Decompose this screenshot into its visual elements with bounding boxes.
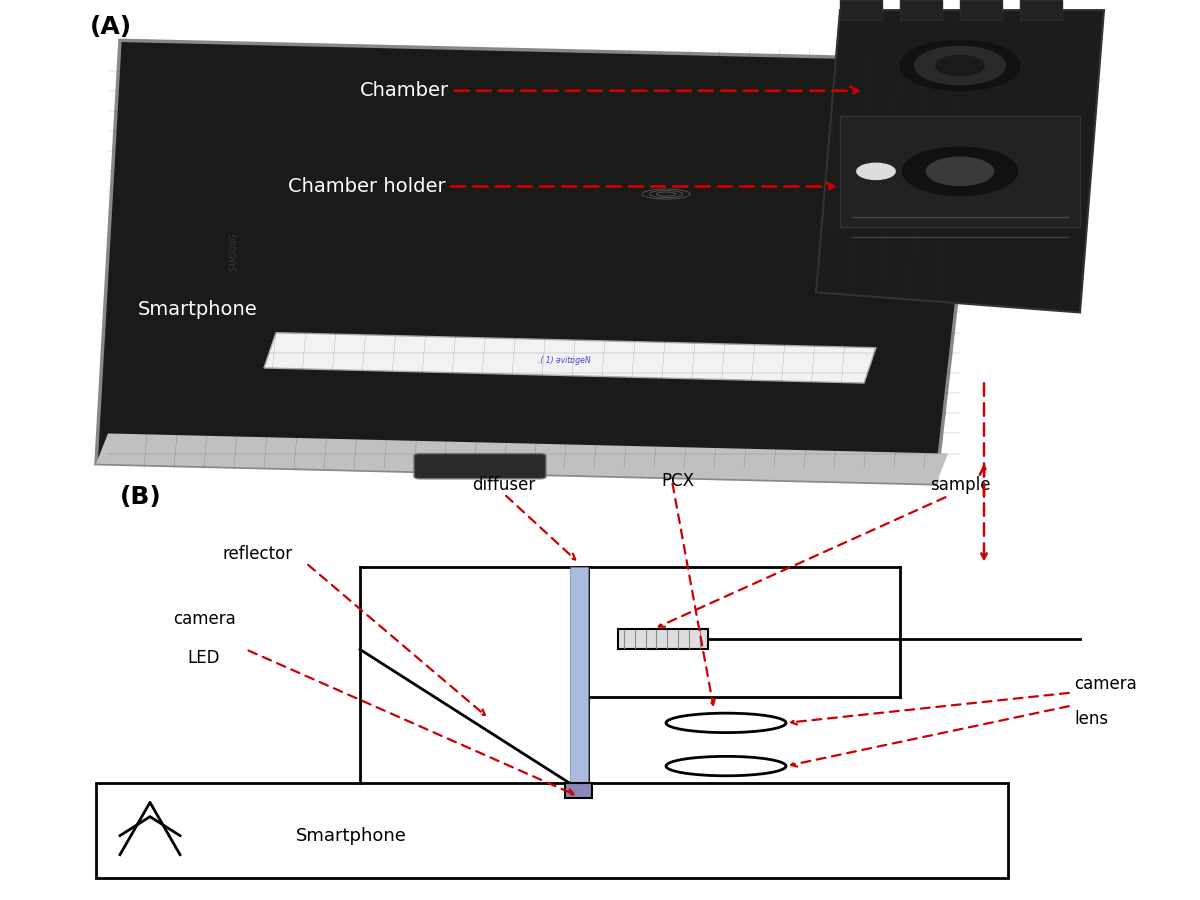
Text: camera: camera bbox=[173, 610, 235, 628]
Text: lens: lens bbox=[1074, 709, 1108, 727]
Text: Chamber holder: Chamber holder bbox=[288, 177, 834, 196]
Polygon shape bbox=[96, 434, 948, 484]
Text: diffuser: diffuser bbox=[473, 476, 535, 494]
Text: camera: camera bbox=[1074, 675, 1136, 693]
Circle shape bbox=[926, 158, 994, 185]
Text: (A): (A) bbox=[90, 15, 132, 39]
Bar bbox=[840, 0, 882, 20]
Circle shape bbox=[857, 163, 895, 179]
Bar bbox=[960, 257, 974, 302]
Bar bbox=[570, 567, 588, 783]
Bar bbox=[565, 783, 592, 798]
Text: Smartphone: Smartphone bbox=[138, 301, 258, 320]
Ellipse shape bbox=[666, 756, 786, 776]
Circle shape bbox=[902, 148, 1018, 195]
Polygon shape bbox=[264, 333, 876, 383]
Text: .( 1) əvitɒgeN: .( 1) əvitɒgeN bbox=[538, 356, 590, 364]
Bar bbox=[960, 0, 1002, 20]
Bar bbox=[618, 629, 708, 650]
Text: reflector: reflector bbox=[223, 545, 293, 563]
Circle shape bbox=[900, 40, 1020, 91]
Text: LED: LED bbox=[187, 649, 221, 667]
FancyBboxPatch shape bbox=[414, 454, 546, 479]
Text: sample: sample bbox=[930, 476, 990, 494]
Bar bbox=[96, 783, 1008, 878]
Bar bbox=[1020, 0, 1062, 20]
Ellipse shape bbox=[666, 713, 786, 733]
Polygon shape bbox=[96, 40, 984, 484]
Bar bbox=[840, 116, 1080, 227]
Text: SAMSUNG: SAMSUNG bbox=[229, 232, 239, 272]
Text: Smartphone: Smartphone bbox=[296, 826, 407, 844]
Text: PCX: PCX bbox=[661, 472, 695, 490]
Circle shape bbox=[914, 47, 1006, 85]
Text: (B): (B) bbox=[120, 485, 162, 509]
Circle shape bbox=[936, 56, 984, 76]
Text: Chamber: Chamber bbox=[360, 81, 858, 100]
Polygon shape bbox=[816, 10, 1104, 312]
Bar bbox=[900, 0, 942, 20]
